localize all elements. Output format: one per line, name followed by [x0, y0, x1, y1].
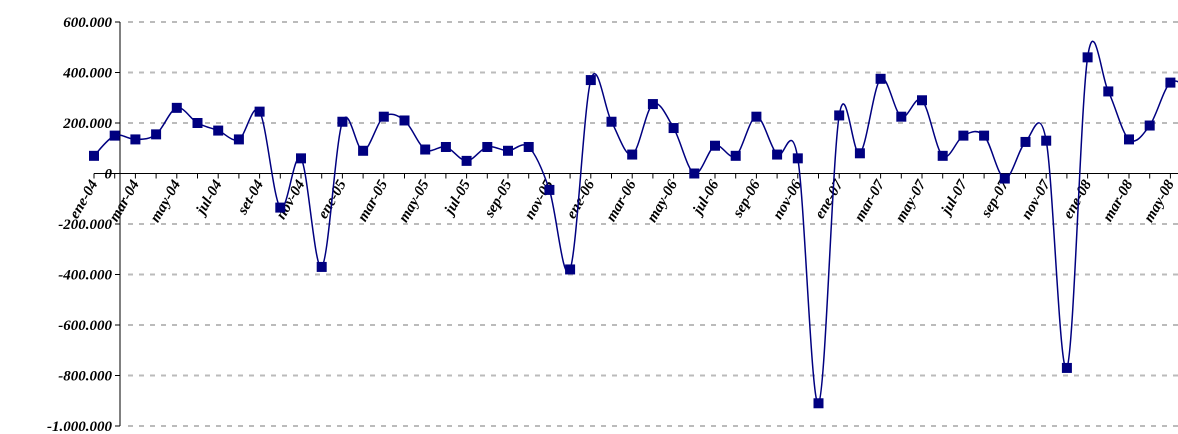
point [668, 123, 679, 134]
x-tick-label: mar-05 [355, 177, 392, 224]
y-tick-label: -600.000 [58, 318, 112, 334]
point [378, 111, 389, 122]
y-tick-label: 0 [105, 167, 113, 183]
point [730, 150, 741, 161]
point [440, 141, 451, 152]
point [1082, 52, 1093, 63]
x-tick-label: mar-08 [1100, 177, 1137, 224]
x-tick-label: ene-07 [812, 177, 847, 222]
point [130, 134, 141, 145]
point [544, 184, 555, 195]
point [979, 130, 990, 141]
x-tick-label: sep-05 [481, 177, 516, 221]
x-tick-label: may-06 [644, 177, 681, 225]
point [875, 73, 886, 84]
point [565, 264, 576, 275]
point [751, 111, 762, 122]
x-tick-label: jul-06 [689, 177, 722, 219]
y-tick-label: 600.000 [63, 15, 112, 31]
x-tick-label: nov-07 [1019, 177, 1054, 222]
plot [89, 40, 1178, 409]
point [89, 150, 99, 161]
point [813, 398, 824, 409]
point [854, 148, 865, 159]
x-tick-label: set-04 [234, 177, 267, 218]
y-tick-label: 200.000 [62, 116, 112, 132]
point [1061, 362, 1072, 373]
x-tick-label: may-05 [396, 177, 433, 225]
point [461, 155, 472, 166]
point [1165, 77, 1176, 88]
point [109, 130, 120, 141]
y-tick-label: -1.000.000 [47, 419, 112, 434]
point [1020, 136, 1031, 147]
point [213, 125, 224, 136]
point [606, 116, 617, 127]
y-tick-label: -200.000 [58, 217, 112, 233]
point [1124, 134, 1134, 145]
x-tick-label: nov-04 [273, 177, 308, 222]
point [503, 145, 513, 156]
point [1103, 86, 1114, 97]
y-tick-label: -400.000 [58, 268, 112, 284]
x-tick-label: mar-07 [852, 177, 889, 224]
x-tick-label: ene-04 [67, 177, 102, 222]
point [937, 150, 948, 161]
point [337, 116, 348, 127]
y-tick-label: 400.000 [62, 66, 112, 82]
point [171, 102, 182, 113]
point [316, 261, 327, 272]
x-tick-label: sep-06 [730, 177, 765, 221]
x-tick-label: sep-07 [978, 177, 1013, 221]
point [254, 106, 265, 117]
point [358, 145, 369, 156]
point [296, 153, 306, 164]
x-tick-label: mar-06 [603, 177, 640, 224]
point [689, 168, 700, 179]
point [275, 202, 286, 213]
x-tick-label: may-08 [1141, 177, 1178, 225]
point [834, 110, 845, 121]
x-tick-label: may-07 [893, 177, 930, 225]
point [710, 140, 720, 151]
point [958, 130, 969, 141]
x-tick-label: may-04 [147, 177, 184, 225]
point [233, 134, 244, 145]
point [627, 149, 638, 160]
point [917, 95, 927, 106]
point [999, 173, 1010, 184]
point [399, 115, 410, 126]
point [896, 111, 907, 122]
point [792, 153, 803, 164]
point [482, 141, 493, 152]
point [1144, 120, 1155, 131]
grid [128, 21, 1178, 427]
x-tick-label: jul-07 [938, 177, 971, 219]
point [523, 141, 534, 152]
point [420, 144, 431, 155]
point [151, 129, 162, 140]
y-tick-label: -800.000 [58, 369, 112, 385]
point [647, 99, 658, 110]
x-tick-label: ene-06 [564, 177, 599, 222]
point [1041, 135, 1052, 146]
x-tick-label: mar-04 [107, 177, 144, 224]
point [772, 149, 783, 160]
x-tick-label: jul-05 [441, 177, 474, 219]
point [585, 75, 596, 86]
x-tick-label: jul-04 [192, 177, 225, 219]
point [192, 118, 203, 128]
series-line [93, 40, 1178, 405]
